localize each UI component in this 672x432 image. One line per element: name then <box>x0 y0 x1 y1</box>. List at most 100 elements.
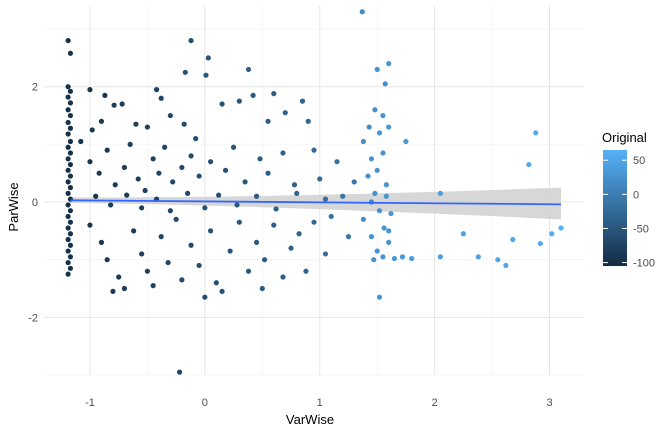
data-point <box>87 87 93 93</box>
data-point <box>503 262 509 269</box>
data-point <box>87 222 93 228</box>
legend-tick-label: 0 <box>633 189 639 201</box>
data-point <box>167 208 173 214</box>
data-point <box>291 182 298 188</box>
data-point <box>65 131 71 137</box>
data-point <box>67 138 74 145</box>
data-point <box>537 240 543 247</box>
data-point <box>179 277 185 283</box>
data-point <box>227 248 233 254</box>
data-point <box>250 92 256 98</box>
data-point <box>273 206 279 212</box>
data-point <box>108 202 114 208</box>
regression-line <box>70 199 562 206</box>
data-point <box>170 179 176 185</box>
data-point <box>219 288 225 294</box>
data-point <box>65 202 71 208</box>
data-point <box>386 124 392 130</box>
data-point <box>98 239 105 245</box>
data-point <box>386 239 392 245</box>
data-point <box>176 369 183 375</box>
data-point <box>294 190 300 196</box>
data-point <box>67 231 74 237</box>
data-point <box>372 190 378 196</box>
data-point <box>207 228 214 234</box>
data-point <box>360 216 367 222</box>
data-point <box>253 193 260 199</box>
data-point <box>65 144 71 150</box>
data-point <box>65 107 71 113</box>
data-point <box>67 125 74 131</box>
data-point <box>67 265 74 271</box>
data-point <box>533 130 539 136</box>
data-point <box>131 228 137 234</box>
data-point <box>365 173 371 179</box>
data-point <box>495 257 501 263</box>
data-point <box>65 94 71 100</box>
data-point <box>245 268 252 274</box>
data-point <box>380 254 386 260</box>
data-point <box>116 274 122 280</box>
data-point <box>67 208 74 214</box>
data-point <box>67 185 74 191</box>
y-tick-label: 2 <box>32 82 38 94</box>
data-point <box>205 55 211 61</box>
data-point <box>305 118 311 124</box>
data-point <box>196 173 202 179</box>
data-point <box>67 173 74 179</box>
data-point <box>399 254 406 260</box>
data-point <box>381 225 387 231</box>
data-point <box>230 144 237 150</box>
legend-tick-label: -100 <box>633 258 655 270</box>
data-point <box>111 102 117 108</box>
legend-colorbar <box>603 150 627 266</box>
data-point <box>203 72 209 78</box>
data-point <box>288 245 294 251</box>
data-point <box>271 91 277 97</box>
data-point <box>65 225 71 231</box>
data-point <box>67 161 74 168</box>
data-point <box>299 98 306 104</box>
data-point <box>409 255 415 262</box>
data-point <box>236 98 242 104</box>
x-tick-label: -1 <box>85 397 95 409</box>
data-point <box>104 257 110 263</box>
data-point <box>65 179 71 185</box>
data-point <box>67 100 74 106</box>
data-point <box>374 248 380 254</box>
data-point <box>193 136 199 142</box>
data-point <box>67 112 74 119</box>
data-point <box>202 294 208 300</box>
data-point <box>222 167 229 173</box>
x-tick-label: 3 <box>546 397 552 409</box>
data-point <box>65 271 71 277</box>
confidence-band-area <box>70 187 562 220</box>
data-point <box>158 234 164 240</box>
data-point <box>121 164 128 171</box>
data-point <box>67 88 74 94</box>
y-axis-ticks: -2 0 2 <box>28 82 38 325</box>
legend-title: Original <box>602 130 647 145</box>
data-point <box>280 274 286 280</box>
data-point <box>188 153 194 159</box>
data-point <box>311 219 317 225</box>
data-point <box>135 176 141 182</box>
data-point <box>179 164 185 171</box>
data-point <box>67 150 74 156</box>
data-point <box>261 257 268 263</box>
data-point <box>158 95 164 101</box>
data-point <box>65 167 71 173</box>
data-point <box>196 262 202 269</box>
data-point <box>380 112 386 119</box>
data-point <box>376 130 383 136</box>
data-point <box>303 268 309 274</box>
data-point <box>265 118 271 124</box>
data-point <box>372 107 378 113</box>
data-point <box>167 112 173 119</box>
data-point <box>188 242 194 248</box>
data-point <box>213 280 219 286</box>
data-point <box>181 121 187 127</box>
data-point <box>150 156 156 162</box>
data-point <box>104 147 110 153</box>
data-point <box>242 179 248 185</box>
